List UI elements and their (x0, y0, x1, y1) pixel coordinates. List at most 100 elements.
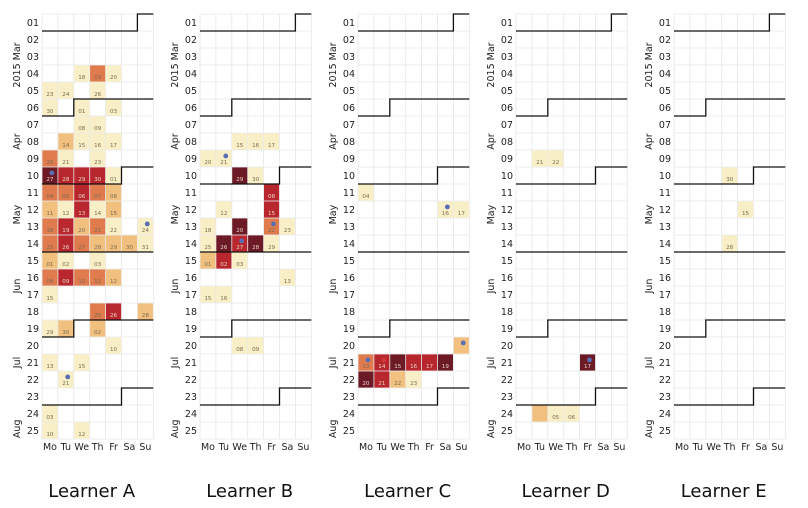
heatmap-cell (216, 235, 232, 252)
cell-date-label: 15 (110, 211, 118, 217)
heatmap-cell (232, 133, 248, 150)
week-label: 09 (659, 154, 671, 165)
cell-date-label: 30 (94, 177, 102, 183)
month-label: Aug (486, 420, 497, 439)
week-label: 03 (659, 52, 671, 63)
heatmap-cell (358, 184, 374, 201)
week-label: 17 (343, 290, 355, 301)
week-label: 22 (27, 375, 39, 386)
heatmap-cell (390, 371, 406, 388)
week-label: 05 (501, 86, 513, 97)
week-label: 13 (659, 222, 671, 233)
month-label: 2015 Mar (644, 42, 655, 87)
week-label: 07 (343, 120, 355, 131)
cell-date-label: 13 (78, 211, 86, 217)
heatmap-cell (74, 65, 90, 82)
cell-date-label: 02 (94, 330, 101, 336)
cell-date-label: 15 (742, 211, 750, 217)
learner-title: Learner E (681, 481, 767, 502)
month-label: May (12, 204, 23, 224)
cell-date-label: 30 (726, 177, 734, 183)
weekday-label: Fr (109, 442, 118, 453)
weekday-label: Tu (60, 442, 71, 453)
week-label: 19 (501, 324, 513, 335)
cell-date-label: 10 (110, 347, 118, 353)
heatmap-cell (42, 320, 58, 337)
cell-date-label: 21 (62, 381, 70, 387)
weekday-label: Th (249, 442, 262, 453)
week-label: 02 (185, 35, 197, 46)
heatmap-cell (106, 303, 122, 320)
heatmap-cell (264, 133, 280, 150)
cell-date-label: 18 (78, 75, 86, 81)
week-label: 10 (343, 171, 355, 182)
weekday-label: Th (91, 442, 104, 453)
week-label: 10 (27, 171, 39, 182)
heatmap-cell (200, 286, 216, 303)
event-dot (381, 357, 387, 363)
month-label: Jun (12, 279, 23, 295)
heatmap-cell (453, 201, 469, 218)
heatmap-cell (358, 371, 374, 388)
heatmap-cell (74, 184, 90, 201)
cell-date-label: 12 (110, 279, 117, 285)
month-boundary (674, 166, 786, 185)
heatmap-cell (390, 354, 406, 371)
week-label: 08 (501, 137, 513, 148)
heatmap-cell (90, 116, 106, 133)
week-label: 23 (27, 392, 39, 403)
cell-date-label: 13 (362, 364, 370, 370)
cell-date-label: 11 (94, 279, 102, 285)
cell-date-label: 14 (378, 364, 386, 370)
week-label: 17 (501, 290, 513, 301)
month-label: Apr (170, 133, 181, 150)
cell-date-label: 11 (46, 211, 54, 217)
cell-date-label: 28 (62, 177, 70, 183)
month-label: Aug (644, 420, 655, 439)
cell-date-label: 12 (220, 211, 227, 217)
heatmap-cell (374, 371, 390, 388)
month-label: Jun (644, 279, 655, 295)
cell-date-label: 15 (46, 296, 54, 302)
heatmap-cell (42, 286, 58, 303)
week-label: 03 (185, 52, 197, 63)
cell-date-label: 17 (110, 143, 118, 149)
event-dot (239, 238, 245, 244)
week-label: 05 (185, 86, 197, 97)
cell-date-label: 17 (268, 143, 276, 149)
cell-date-label: 20 (46, 160, 54, 166)
weekday-label: Mo (201, 442, 215, 453)
cell-date-label: 29 (110, 245, 118, 251)
week-label: 25 (27, 426, 39, 437)
learner-title: Learner A (48, 481, 136, 502)
heatmap-cell (106, 99, 122, 116)
weekday-label: Fr (583, 442, 592, 453)
cell-date-label: 06 (78, 194, 86, 200)
weekday-label: Tu (218, 442, 229, 453)
cell-date-label: 22 (552, 160, 559, 166)
event-dot (365, 357, 371, 363)
heatmap-cell (106, 65, 122, 82)
heatmap-cell (90, 320, 106, 337)
cell-date-label: 26 (110, 313, 118, 319)
cell-date-label: 14 (62, 143, 70, 149)
week-label: 02 (27, 35, 39, 46)
cell-date-label: 27 (236, 245, 244, 251)
cell-date-label: 21 (62, 160, 70, 166)
week-label: 03 (343, 52, 355, 63)
heatmap-cell (74, 422, 90, 439)
heatmap-cell (74, 235, 90, 252)
week-label: 06 (501, 103, 513, 114)
cell-date-label: 10 (78, 279, 86, 285)
weekday-label: Mo (517, 442, 531, 453)
week-label: 01 (343, 18, 355, 29)
month-boundary (358, 98, 470, 117)
week-label: 19 (659, 324, 671, 335)
week-label: 16 (659, 273, 671, 284)
week-label: 21 (343, 358, 355, 369)
heatmap-cell (200, 150, 216, 167)
month-boundary (516, 13, 628, 32)
cell-date-label: 09 (62, 279, 70, 285)
cell-date-label: 15 (78, 364, 86, 370)
weekday-label: Su (771, 442, 783, 453)
